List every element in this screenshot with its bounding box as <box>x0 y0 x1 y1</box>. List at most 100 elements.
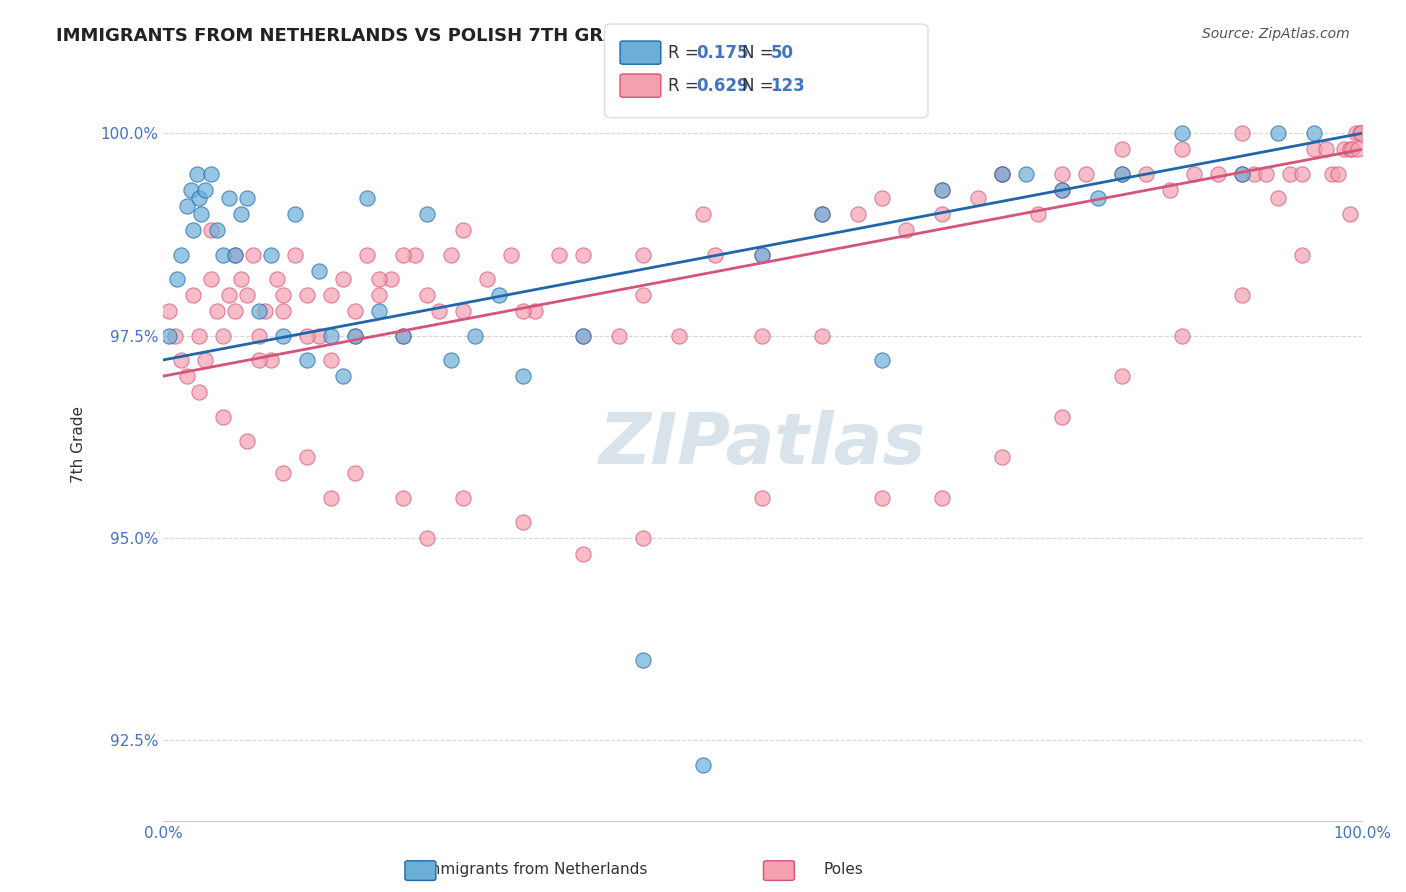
Point <box>367 288 389 302</box>
Point <box>811 207 834 221</box>
Point <box>848 207 870 221</box>
Point <box>1344 126 1367 140</box>
Point <box>872 353 894 368</box>
Point <box>284 248 307 262</box>
Point <box>181 223 204 237</box>
Point <box>212 248 235 262</box>
Point <box>1254 167 1277 181</box>
Point <box>1159 183 1181 197</box>
Point <box>991 167 1014 181</box>
Point <box>1348 126 1371 140</box>
Point <box>157 328 180 343</box>
Point <box>319 328 342 343</box>
Point <box>247 304 270 318</box>
Point <box>188 328 211 343</box>
Point <box>176 369 198 384</box>
Y-axis label: 7th Grade: 7th Grade <box>72 407 86 483</box>
Point <box>212 328 235 343</box>
Point <box>1291 167 1313 181</box>
Point <box>356 191 378 205</box>
Point <box>242 248 264 262</box>
Point <box>284 207 307 221</box>
Point <box>571 248 593 262</box>
Point <box>751 248 773 262</box>
Point <box>212 409 235 424</box>
Text: 0.629: 0.629 <box>696 77 748 95</box>
Point <box>1339 207 1361 221</box>
Point <box>271 328 294 343</box>
Text: R =: R = <box>668 44 704 62</box>
Point <box>1230 126 1253 140</box>
Point <box>1182 167 1205 181</box>
Point <box>1171 143 1194 157</box>
Point <box>247 353 270 368</box>
Text: N =: N = <box>742 77 779 95</box>
Point <box>703 248 725 262</box>
Point <box>1111 143 1133 157</box>
Point <box>260 248 283 262</box>
Point <box>1076 167 1098 181</box>
Point <box>188 385 211 400</box>
Point <box>631 652 654 666</box>
Point <box>872 191 894 205</box>
Point <box>391 248 413 262</box>
Point <box>163 328 186 343</box>
Point <box>319 353 342 368</box>
Point <box>488 288 510 302</box>
Point <box>205 304 228 318</box>
Text: R =: R = <box>668 77 704 95</box>
Point <box>188 191 211 205</box>
Text: Immigrants from Netherlands: Immigrants from Netherlands <box>420 863 648 877</box>
Text: N =: N = <box>742 44 779 62</box>
Point <box>236 434 259 448</box>
Point <box>186 167 208 181</box>
Point <box>571 328 593 343</box>
Point <box>571 547 593 561</box>
Point <box>475 272 498 286</box>
Point <box>157 304 180 318</box>
Point <box>190 207 212 221</box>
Point <box>440 353 463 368</box>
Point <box>512 515 534 529</box>
Point <box>247 328 270 343</box>
Point <box>295 353 318 368</box>
Point <box>1015 167 1038 181</box>
Point <box>451 223 474 237</box>
Text: Source: ZipAtlas.com: Source: ZipAtlas.com <box>1202 27 1350 41</box>
Point <box>332 272 354 286</box>
Point <box>266 272 288 286</box>
Point <box>1347 143 1369 157</box>
Point <box>260 353 283 368</box>
Point <box>1230 288 1253 302</box>
Point <box>751 491 773 505</box>
Text: 50: 50 <box>770 44 793 62</box>
Point <box>1052 167 1074 181</box>
Text: ZIPatlas: ZIPatlas <box>599 410 927 480</box>
Point <box>224 248 246 262</box>
Point <box>367 272 389 286</box>
Point <box>271 288 294 302</box>
Point <box>356 248 378 262</box>
Point <box>1320 167 1343 181</box>
Point <box>343 304 366 318</box>
Point <box>1267 126 1289 140</box>
Point <box>1052 183 1074 197</box>
Point <box>224 248 246 262</box>
Point <box>236 191 259 205</box>
Point <box>991 167 1014 181</box>
Point <box>1303 143 1326 157</box>
Point <box>1230 167 1253 181</box>
Point <box>811 328 834 343</box>
Point <box>343 328 366 343</box>
Point <box>967 191 990 205</box>
Point <box>631 288 654 302</box>
Point <box>1026 207 1049 221</box>
Point <box>367 304 389 318</box>
Point <box>571 328 593 343</box>
Point <box>464 328 486 343</box>
Text: IMMIGRANTS FROM NETHERLANDS VS POLISH 7TH GRADE CORRELATION CHART: IMMIGRANTS FROM NETHERLANDS VS POLISH 7T… <box>56 27 866 45</box>
Point <box>218 288 240 302</box>
Point <box>931 207 953 221</box>
Point <box>319 288 342 302</box>
Point <box>668 328 690 343</box>
